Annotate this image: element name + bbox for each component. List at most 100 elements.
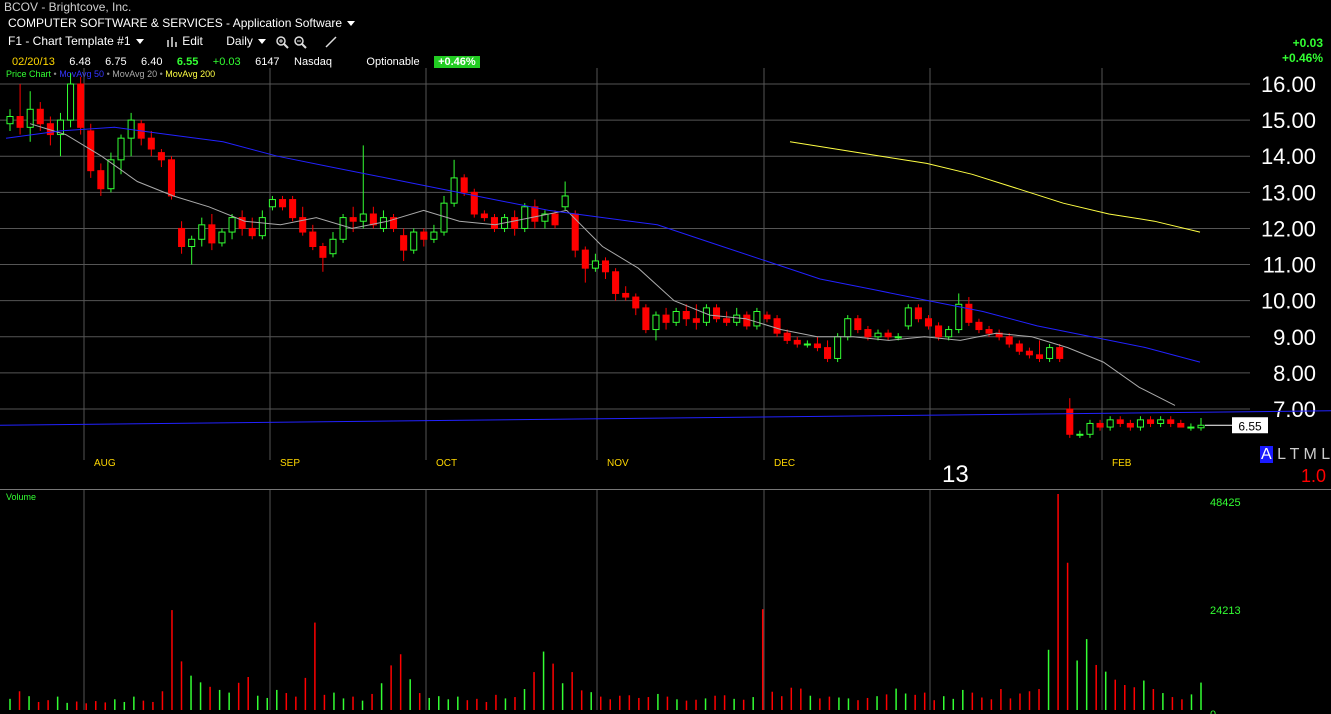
month-label: NOV	[607, 458, 629, 469]
candle-body	[97, 170, 105, 190]
candle-body	[390, 217, 398, 229]
month-label: DEC	[774, 458, 795, 469]
edit-button[interactable]: Edit	[166, 34, 206, 48]
candle-body	[1086, 422, 1094, 435]
sector-dropdown[interactable]: COMPUTER SOFTWARE & SERVICES - Applicati…	[8, 16, 356, 30]
y-tick-label: 12.00	[1261, 216, 1316, 241]
candle-body	[309, 231, 317, 248]
optionable-label: Optionable	[366, 56, 420, 68]
edit-label: Edit	[182, 34, 203, 48]
quote-volume: 6147	[255, 56, 280, 68]
candle-body	[1106, 419, 1114, 428]
candle-body	[1187, 426, 1195, 429]
candle-body	[692, 318, 700, 323]
candle-body	[56, 119, 64, 136]
candle-body	[652, 314, 660, 331]
template-dropdown[interactable]: F1 - Chart Template #1	[8, 34, 144, 48]
candle-body	[289, 199, 297, 219]
zoom-out-icon	[293, 36, 307, 49]
candle-body	[6, 116, 14, 125]
candle-body	[107, 159, 115, 190]
candle-body	[228, 217, 236, 233]
candle-body	[541, 213, 549, 222]
candle-body	[16, 116, 24, 128]
candle-body	[874, 332, 882, 338]
candle-body	[1116, 419, 1124, 424]
month-label: FEB	[1112, 458, 1132, 469]
y-tick-label: 8.00	[1273, 361, 1316, 386]
candle-body	[67, 83, 75, 121]
candle-body	[299, 217, 307, 233]
candle-body	[188, 238, 196, 247]
y-tick-label: 14.00	[1261, 144, 1316, 169]
candle-body	[490, 217, 499, 229]
y-tick-label: 10.00	[1261, 289, 1316, 314]
chevron-down-icon	[135, 39, 144, 45]
volume-label: Volume	[6, 492, 37, 502]
candle-body	[753, 311, 761, 327]
candle-body	[743, 314, 751, 327]
candle-body	[511, 217, 519, 229]
legend-ma200: MovAvg 200	[165, 69, 216, 79]
candle-body	[581, 249, 589, 269]
candle-body	[208, 224, 216, 244]
candle-body	[26, 108, 34, 128]
candle-body	[985, 329, 993, 334]
volume-tick-label: 0	[1210, 709, 1216, 714]
candle-body	[77, 83, 85, 128]
candle-body	[884, 332, 892, 338]
change-abs: +0.03	[1292, 36, 1323, 50]
quote-open: 6.48	[69, 56, 91, 68]
quote-change: +0.03	[212, 56, 241, 68]
panel-divider	[0, 489, 1331, 490]
candle-body	[824, 347, 832, 359]
candle-body	[642, 307, 650, 331]
zoom-out-button[interactable]	[293, 34, 310, 49]
period-dropdown[interactable]: Daily	[226, 34, 266, 48]
template-label: F1 - Chart Template #1	[8, 34, 131, 48]
candle-body	[723, 318, 731, 323]
candle-body	[36, 108, 44, 125]
candle-body	[248, 227, 256, 237]
candle-body	[1157, 419, 1165, 424]
y-tick-label: 15.00	[1261, 108, 1316, 133]
long-ma-line	[0, 410, 1331, 426]
candle-body	[410, 231, 418, 251]
candle-body	[1056, 347, 1064, 359]
candle-body	[914, 307, 922, 320]
candle-body	[117, 137, 125, 161]
altml-rest: L T M L	[1277, 446, 1331, 463]
candle-body	[470, 191, 478, 215]
candle-body	[1177, 422, 1185, 428]
pct-change-badge: +0.46%	[434, 56, 480, 68]
candle-body	[1005, 336, 1013, 345]
candle-body	[1025, 350, 1033, 356]
candle-body	[733, 314, 741, 323]
quote-high: 6.75	[105, 56, 127, 68]
pencil-icon	[325, 36, 337, 48]
current-price-box	[1232, 417, 1268, 434]
candle-body	[319, 246, 327, 258]
legend-price: Price Chart	[6, 69, 52, 79]
quote-low: 6.40	[141, 56, 163, 68]
zoom-in-button[interactable]	[275, 34, 292, 49]
candle-body	[601, 260, 610, 273]
chevron-down-icon	[347, 21, 356, 27]
month-label: OCT	[436, 458, 457, 469]
volume-tick-label: 24213	[1210, 605, 1241, 617]
candle-body	[178, 227, 186, 247]
legend-ma50: MovAvg 50	[59, 69, 105, 79]
candle-body	[339, 217, 347, 240]
altml-a: A	[1260, 446, 1273, 463]
candle-body	[238, 217, 246, 229]
draw-tool-button[interactable]	[324, 34, 338, 48]
volume-chart[interactable]: 48425 24213 0	[0, 490, 1331, 714]
quote-date: 02/20/13	[12, 56, 55, 68]
symbol-title: BCOV - Brightcove, Inc.	[4, 0, 132, 14]
candle-body	[1136, 419, 1144, 428]
current-price-label: 6.55	[1238, 419, 1262, 433]
candle-body	[430, 231, 438, 240]
price-chart[interactable]: 16.00 15.00 14.00 13.00 12.00 11.00 10.00 9.00 8…	[0, 68, 1331, 488]
candle-body	[420, 231, 428, 240]
legend-ma20: MovAvg 20	[112, 69, 158, 79]
